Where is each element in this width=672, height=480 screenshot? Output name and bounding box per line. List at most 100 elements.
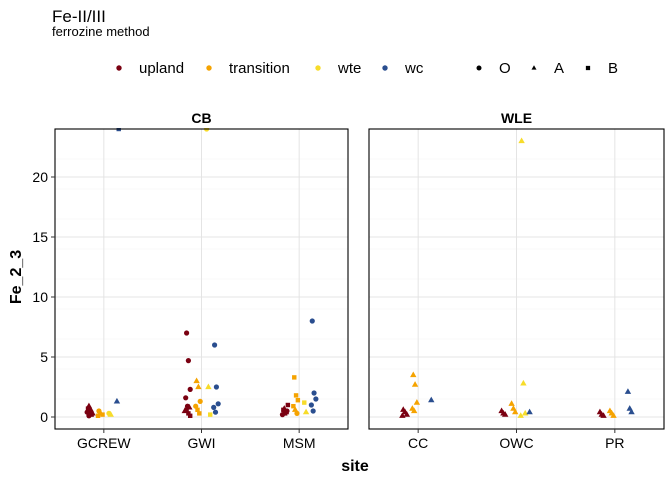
- data-point-gwi-wc: [212, 409, 219, 415]
- data-point-pr-wc: [628, 408, 635, 415]
- data-point-msm-upland: [284, 408, 290, 414]
- data-point-gwi-upland: [185, 358, 191, 364]
- legend-label-transition: transition: [229, 60, 290, 77]
- panel-CB: CB GCREW GWI MSM 0 5 10 15 20: [32, 110, 349, 451]
- x-tick-label-cc: CC: [408, 435, 428, 451]
- data-point-msm-wc: [313, 396, 319, 402]
- x-tick-label-gwi: GWI: [188, 435, 216, 451]
- legend-label-B: B: [608, 60, 618, 77]
- data-point-owc-upland: [502, 411, 509, 417]
- data-point-gcrew-upland: [89, 412, 94, 417]
- data-point-msm-upland: [282, 411, 288, 416]
- y-tick-label: 0: [40, 409, 48, 425]
- data-point-gwi-upland: [186, 411, 191, 416]
- facet-panels: CB GCREW GWI MSM 0 5 10 15 20 WLE CC OWC PR: [32, 110, 665, 451]
- data-point-gcrew-wc: [113, 397, 121, 404]
- data-point-cc-wc: [428, 396, 435, 403]
- legend-key-upland: [116, 65, 122, 71]
- data-point-owc-transition: [508, 400, 515, 406]
- legend-label-wc: wc: [404, 60, 424, 77]
- data-point-msm-transition: [295, 397, 301, 403]
- legend-label-upland: upland: [139, 60, 184, 77]
- data-point-gwi-wc: [215, 401, 221, 407]
- data-point-cc-upland: [399, 412, 406, 418]
- data-point-gwi-transition: [197, 398, 203, 404]
- data-point-owc-wc: [526, 408, 533, 415]
- points-CB: [84, 128, 319, 419]
- data-point-owc-wte: [518, 137, 525, 144]
- legend-key-wte: [315, 65, 321, 71]
- x-tick-label-pr: PR: [605, 435, 624, 451]
- x-axis-title: site: [341, 458, 369, 475]
- data-point-msm-wc: [308, 402, 314, 408]
- legend-label-A: A: [554, 60, 564, 77]
- y-axis-title: Fe_2_3: [8, 250, 25, 304]
- data-point-owc-wte: [517, 412, 524, 418]
- data-point-cc-transition: [411, 381, 419, 387]
- chart-subtitle: ferrozine method: [52, 24, 150, 39]
- legend-key-A: [531, 65, 537, 70]
- y-tick-label: 20: [32, 169, 48, 185]
- data-point-gwi-wte: [207, 412, 213, 417]
- x-tick-label-gcrew: GCREW: [77, 435, 131, 451]
- data-point-pr-wc: [624, 388, 632, 394]
- data-point-gcrew-upland: [87, 408, 93, 414]
- data-point-gwi-transition: [197, 411, 202, 416]
- data-point-gwi-upland: [187, 413, 193, 419]
- x-tick-label-owc: OWC: [499, 435, 533, 451]
- data-point-msm-upland: [281, 407, 286, 413]
- data-point-cc-transition: [413, 399, 421, 405]
- legend-key-transition: [206, 65, 212, 71]
- data-point-msm-transition: [293, 393, 299, 398]
- data-point-gcrew-upland: [85, 406, 91, 411]
- data-point-gwi-wte: [205, 383, 212, 390]
- data-point-cc-upland: [403, 411, 411, 417]
- data-point-gcrew-transition: [95, 413, 101, 419]
- data-point-owc-transition: [512, 408, 519, 415]
- data-point-gcrew-wc: [116, 128, 121, 132]
- data-point-gwi-transition: [193, 403, 199, 409]
- legend-item-A: A: [531, 60, 564, 77]
- data-point-owc-wte: [520, 379, 527, 386]
- data-point-msm-transition: [294, 410, 300, 416]
- data-point-gwi-upland: [183, 395, 189, 401]
- legend-item-wc: wc: [382, 60, 424, 77]
- data-point-gwi-wc: [213, 384, 219, 390]
- legend-label-wte: wte: [337, 60, 361, 77]
- legend-item-O: O: [476, 60, 511, 77]
- points-WLE: [399, 137, 635, 418]
- y-tick-label: 15: [32, 229, 48, 245]
- strip-label-CB: CB: [191, 110, 211, 126]
- chart-title: Fe-II/III: [52, 7, 106, 26]
- data-point-msm-transition: [292, 375, 297, 380]
- legend-item-transition: transition: [206, 60, 290, 77]
- data-point-gcrew-wte: [107, 411, 114, 417]
- data-point-msm-upland: [279, 412, 286, 418]
- panel-WLE: WLE CC OWC PR: [368, 110, 665, 451]
- legend-key-O: [476, 65, 482, 71]
- data-point-gwi-wc: [212, 342, 218, 348]
- data-point-pr-upland: [600, 412, 607, 418]
- data-point-msm-upland: [285, 402, 291, 408]
- data-point-gwi-transition: [195, 407, 200, 413]
- y-tick-label: 5: [40, 349, 48, 365]
- data-point-msm-wc: [309, 318, 315, 324]
- data-point-gcrew-transition: [100, 412, 105, 417]
- data-point-msm-wc: [310, 408, 316, 414]
- data-point-gwi-upland: [184, 330, 190, 336]
- legend-label-O: O: [499, 60, 511, 77]
- legend-key-B: [585, 65, 591, 71]
- data-point-gcrew-upland: [86, 413, 92, 419]
- legend-key-wc: [382, 65, 388, 71]
- data-point-cc-transition: [410, 371, 417, 378]
- data-point-gwi-upland: [184, 407, 189, 413]
- data-point-gwi-wc: [211, 404, 217, 410]
- data-point-cc-transition: [410, 407, 418, 414]
- data-point-gwi-transition: [193, 377, 200, 384]
- legend-item-B: B: [585, 60, 618, 77]
- data-point-msm-wte: [302, 400, 307, 405]
- y-tick-label: 10: [32, 289, 48, 305]
- data-point-gwi-transition: [195, 383, 202, 390]
- data-point-pr-transition: [610, 412, 617, 418]
